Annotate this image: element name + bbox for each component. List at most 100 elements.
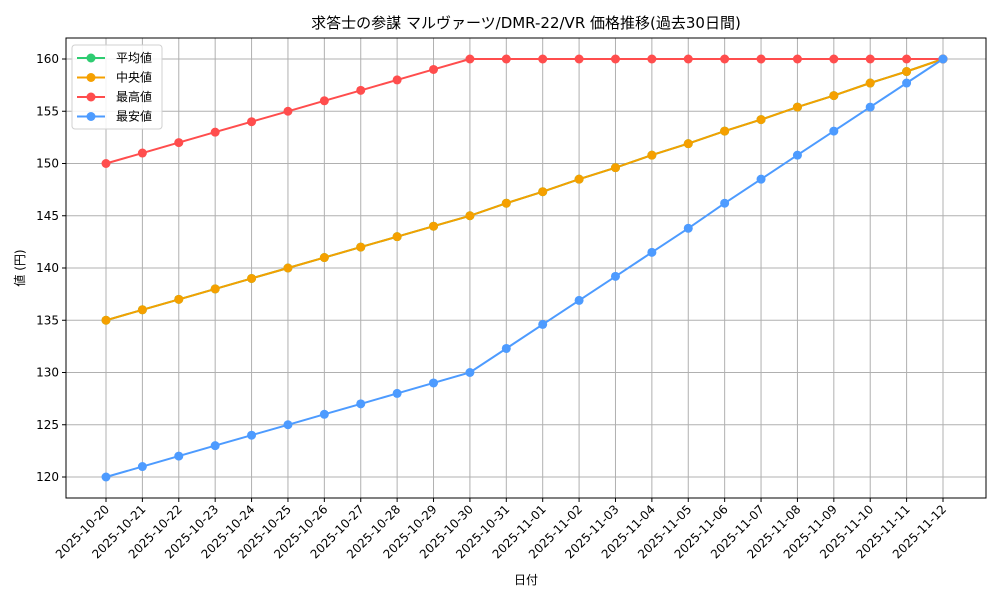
series-line	[105, 58, 944, 322]
data-point-marker	[610, 163, 620, 173]
data-point-marker	[501, 198, 511, 208]
data-point-marker	[174, 138, 184, 148]
data-point-marker	[720, 126, 730, 136]
legend-marker-icon	[86, 92, 96, 102]
data-point-marker	[610, 54, 620, 64]
data-point-marker	[792, 102, 802, 112]
series-line	[105, 58, 943, 165]
series-2	[101, 54, 948, 168]
data-point-marker	[647, 247, 657, 257]
legend-item: 最高値	[77, 89, 152, 104]
series-line	[105, 58, 944, 478]
data-point-marker	[356, 242, 366, 252]
y-tick-label: 130	[36, 366, 59, 380]
series-1	[101, 54, 948, 325]
y-tick-label: 160	[36, 52, 59, 66]
data-point-marker	[137, 305, 147, 315]
data-point-marker	[574, 295, 584, 305]
data-point-marker	[829, 91, 839, 101]
y-tick-label: 125	[36, 418, 59, 432]
data-point-marker	[756, 54, 766, 64]
legend-label: 最高値	[116, 89, 152, 104]
data-point-marker	[647, 54, 657, 64]
y-tick-label: 150	[36, 157, 59, 171]
data-point-marker	[356, 399, 366, 409]
data-point-marker	[247, 430, 257, 440]
data-point-marker	[865, 102, 875, 112]
data-point-marker	[319, 253, 329, 263]
data-point-marker	[574, 174, 584, 184]
y-axis-label: 値 (円)	[12, 249, 27, 286]
data-point-marker	[247, 117, 257, 127]
data-point-marker	[647, 150, 657, 160]
series-3	[101, 54, 948, 482]
data-point-marker	[902, 78, 912, 88]
series-lines	[101, 54, 948, 482]
data-point-marker	[137, 148, 147, 158]
legend-marker-icon	[86, 73, 96, 82]
data-point-marker	[210, 441, 220, 451]
data-point-marker	[319, 96, 329, 106]
data-point-marker	[683, 139, 693, 149]
data-point-marker	[210, 284, 220, 294]
data-point-marker	[429, 221, 439, 231]
data-point-marker	[137, 462, 147, 472]
data-point-marker	[683, 223, 693, 233]
data-point-marker	[429, 378, 439, 388]
data-point-marker	[465, 54, 475, 64]
data-point-marker	[538, 54, 548, 64]
y-tick-label: 120	[36, 470, 59, 484]
data-point-marker	[574, 54, 584, 64]
data-point-marker	[210, 127, 220, 137]
legend-item: 平均値	[77, 50, 152, 65]
data-point-marker	[283, 420, 293, 430]
legend-label: 中央値	[116, 70, 152, 85]
data-point-marker	[902, 54, 912, 64]
data-point-marker	[101, 159, 111, 168]
data-point-marker	[865, 78, 875, 88]
legend-marker-icon	[86, 53, 96, 63]
data-point-marker	[501, 343, 511, 353]
data-point-marker	[174, 451, 184, 461]
y-tick-label: 140	[36, 261, 59, 275]
data-point-marker	[101, 315, 111, 325]
data-point-marker	[501, 54, 511, 64]
data-point-marker	[429, 64, 439, 74]
y-axis-ticks: 120 125 130 135 140 145 150 155 160	[36, 52, 66, 484]
data-point-marker	[465, 368, 475, 377]
data-point-marker	[247, 273, 257, 283]
legend-item: 最安値	[77, 109, 152, 124]
data-point-marker	[720, 198, 730, 208]
legend-box	[71, 44, 163, 130]
legend-label: 平均値	[116, 50, 152, 65]
legend-marker-icon	[86, 112, 96, 121]
data-point-marker	[683, 54, 693, 64]
data-point-marker	[465, 211, 475, 221]
data-point-marker	[101, 472, 111, 482]
data-point-marker	[865, 54, 875, 64]
data-point-marker	[283, 263, 293, 273]
data-point-marker	[392, 388, 402, 398]
data-point-marker	[792, 54, 802, 64]
data-point-marker	[174, 294, 184, 304]
data-point-marker	[720, 54, 730, 64]
data-point-marker	[392, 232, 402, 242]
data-point-marker	[829, 126, 839, 136]
data-point-marker	[938, 54, 948, 64]
data-point-marker	[538, 187, 548, 197]
y-tick-label: 135	[36, 313, 59, 327]
y-tick-label: 155	[36, 104, 59, 118]
chart-title: 求答士の参謀 マルヴァーツ/DMR-22/VR 価格推移(過去30日間)	[311, 14, 741, 32]
data-point-marker	[392, 75, 402, 85]
data-point-marker	[319, 409, 329, 419]
x-axis-label: 日付	[514, 573, 538, 587]
data-point-marker	[283, 106, 293, 116]
data-point-marker	[610, 271, 620, 281]
y-tick-label: 145	[36, 209, 59, 223]
data-point-marker	[538, 319, 548, 329]
legend-label: 最安値	[116, 109, 152, 124]
data-point-marker	[902, 67, 912, 77]
data-point-marker	[756, 115, 766, 125]
data-point-marker	[792, 150, 802, 160]
